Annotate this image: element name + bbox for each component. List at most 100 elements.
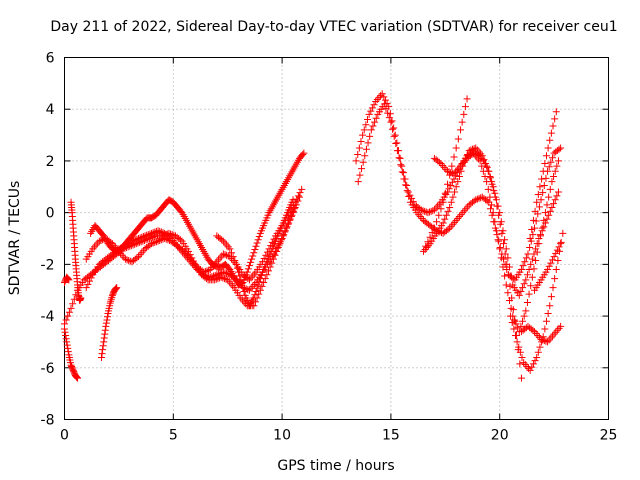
- data-point: [549, 284, 557, 292]
- data-point: [554, 188, 562, 196]
- x-tick-label: 25: [600, 428, 618, 444]
- data-point: [499, 227, 507, 235]
- data-point: [426, 208, 434, 216]
- data-point: [550, 200, 558, 208]
- data-point: [525, 364, 533, 372]
- data-point: [61, 328, 69, 336]
- data-point: [547, 334, 555, 342]
- data-point: [549, 122, 557, 130]
- data-point: [542, 317, 550, 325]
- data-point: [489, 209, 497, 217]
- data-point: [249, 282, 257, 290]
- y-tick-label: -6: [41, 361, 55, 377]
- data-point: [221, 251, 229, 259]
- data-point: [356, 171, 364, 179]
- data-point: [244, 286, 252, 294]
- data-point: [446, 171, 454, 179]
- data-point: [62, 331, 70, 339]
- data-point: [448, 162, 456, 170]
- data-point: [232, 260, 240, 268]
- data-point: [547, 129, 555, 137]
- data-point: [518, 353, 526, 361]
- data-point: [548, 154, 556, 162]
- data-point: [470, 145, 478, 153]
- data-point: [381, 96, 389, 104]
- data-point: [546, 185, 554, 193]
- data-point: [139, 247, 147, 255]
- data-point: [64, 348, 72, 356]
- data-point: [251, 291, 259, 299]
- data-point: [496, 244, 504, 252]
- data-point: [448, 178, 456, 186]
- data-point: [92, 241, 100, 249]
- data-point: [546, 302, 554, 310]
- series-arc-03: [67, 198, 85, 305]
- data-point: [213, 271, 221, 279]
- data-point: [208, 273, 216, 281]
- data-point: [541, 160, 549, 168]
- data-point: [426, 233, 434, 241]
- data-point: [555, 243, 563, 251]
- data-point: [548, 332, 556, 340]
- data-point: [157, 228, 165, 236]
- data-point: [257, 271, 265, 279]
- data-point: [527, 282, 535, 290]
- data-point: [440, 163, 448, 171]
- data-point: [471, 150, 479, 158]
- data-point: [530, 250, 538, 258]
- data-point: [221, 269, 229, 277]
- data-point: [529, 216, 537, 224]
- data-point: [245, 262, 253, 270]
- data-point: [107, 238, 115, 246]
- series-arc-13: [430, 149, 562, 299]
- data-point: [99, 346, 107, 354]
- data-point: [255, 233, 263, 241]
- data-point: [437, 205, 445, 213]
- data-point: [107, 297, 115, 305]
- data-point: [537, 196, 545, 204]
- data-point: [522, 254, 530, 262]
- data-point: [421, 245, 429, 253]
- data-point: [300, 149, 308, 157]
- data-point: [534, 348, 542, 356]
- data-point: [240, 288, 248, 296]
- series-arc-12: [420, 144, 525, 382]
- data-point: [443, 167, 451, 175]
- data-point: [418, 214, 426, 222]
- data-point: [520, 280, 528, 288]
- data-point: [552, 108, 560, 116]
- data-point: [408, 194, 416, 202]
- data-point: [221, 239, 229, 247]
- data-point: [515, 343, 523, 351]
- data-point: [452, 144, 460, 152]
- data-point: [250, 270, 258, 278]
- data-point: [148, 229, 156, 237]
- data-point: [64, 344, 72, 352]
- series-arc-09: [213, 196, 297, 310]
- data-point: [540, 181, 548, 189]
- data-point: [447, 198, 455, 206]
- data-point: [545, 193, 553, 201]
- data-point: [533, 248, 541, 256]
- data-point: [223, 251, 231, 259]
- data-point: [247, 274, 255, 282]
- data-point: [542, 152, 550, 160]
- data-point: [539, 167, 547, 175]
- data-point: [358, 165, 366, 173]
- data-point: [359, 131, 367, 139]
- data-point: [557, 144, 565, 152]
- data-point: [380, 93, 388, 101]
- data-point: [543, 201, 551, 209]
- data-point: [372, 114, 380, 122]
- data-point: [543, 215, 551, 223]
- data-point: [395, 154, 403, 162]
- data-point: [504, 254, 512, 262]
- data-point: [529, 360, 537, 368]
- data-point: [402, 181, 410, 189]
- data-point: [501, 272, 509, 280]
- data-point: [520, 359, 528, 367]
- data-series: [61, 90, 567, 382]
- data-point: [463, 95, 471, 103]
- data-point: [555, 145, 563, 153]
